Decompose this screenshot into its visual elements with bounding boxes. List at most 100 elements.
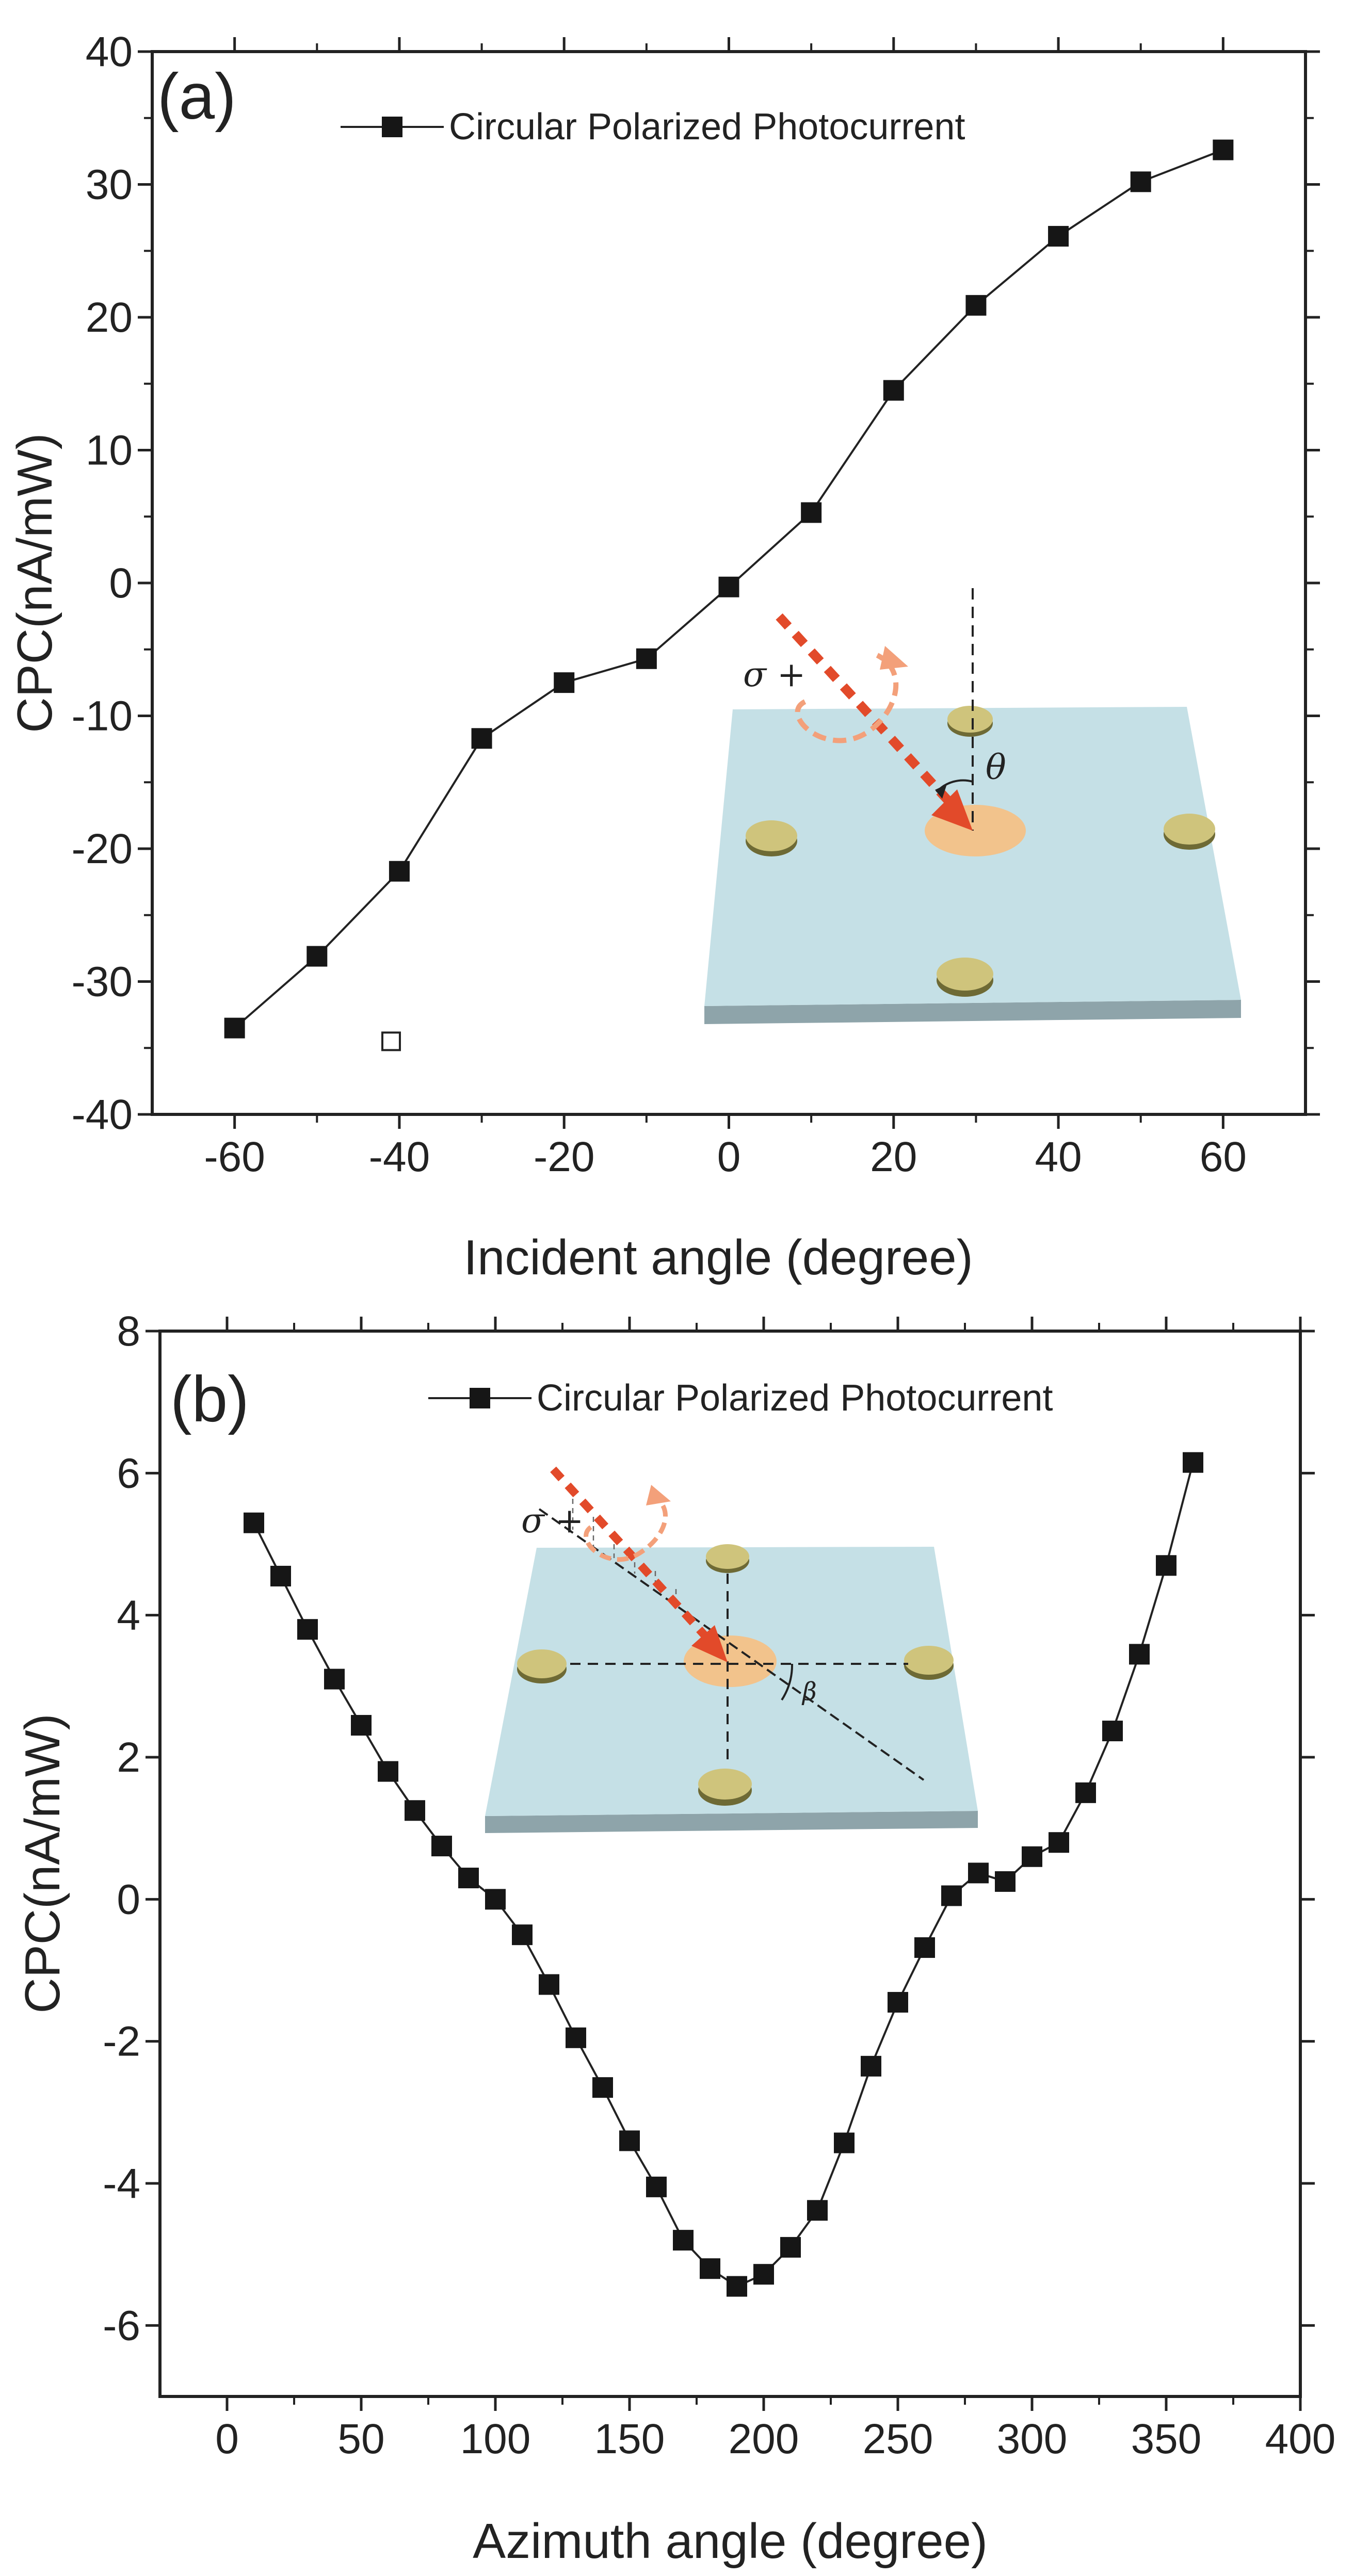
panel-b-data-point [566,2027,586,2048]
inset-b-beam [550,1466,713,1644]
inset-b-sigma-label: σ + [521,1501,584,1541]
panel-b-data-point [780,2237,801,2258]
panel-b-data-point [1183,1452,1203,1473]
panel-b-data-point [646,2176,667,2197]
panel-b-data-point [995,1871,1016,1892]
panel-b-data-point [297,1619,318,1640]
panel-a-data-point [801,502,822,523]
panel-b-x-tick-label: 200 [729,2416,799,2462]
panel-b-data-point [1075,1782,1096,1803]
inset-a-sigma-label: σ + [743,655,805,694]
panel-a-data-point [1048,225,1069,247]
panel-b-x-tick-label: 250 [863,2416,933,2462]
panel-a-x-tick-label: 0 [717,1133,741,1180]
inset-a-slab-side [704,1000,1241,1024]
inset-a-beam [776,613,956,808]
panel-b-y-tick-label: 0 [117,1876,140,1923]
panel-b-y-axis-label: CPC(nA/mW) [15,1713,70,2013]
inset-b-polarization-curl [584,1491,668,1562]
panel-b-data-point [405,1800,425,1821]
panel-b-ticks [146,1317,1315,2411]
panel-a-x-tick-label: -60 [204,1133,265,1180]
panel-b-y-tick-label: -4 [103,2160,140,2207]
panel-a-x-tick-label: 20 [870,1133,917,1180]
inset-a-contact-right [1164,814,1215,850]
panel-b-y-tick-label: -6 [103,2302,140,2349]
panel-a-y-tick-label: -10 [71,693,133,740]
panel-a-label: (a) [157,61,236,133]
panel-a-data-point [965,295,987,316]
panel-b-data-point [1102,1721,1123,1742]
panel-a-x-tick-label: 60 [1200,1133,1247,1180]
panel-a-y-axis-label: CPC(nA/mW) [7,433,62,733]
panel-a-data-point [1213,139,1234,160]
panel-b-data-point [914,1937,935,1958]
panel-b-x-tick-label: 400 [1265,2416,1336,2462]
inset-b-contact-bottom [698,1769,752,1806]
panel-a-y-tick-label: -40 [71,1091,133,1138]
panel-a-y-tick-label: 40 [86,28,133,75]
inset-a-theta-label: θ [986,748,1006,787]
inset-a-contact-bottom [937,958,993,997]
panel-b-x-tick-label: 350 [1131,2416,1202,2462]
panel-a-data-point [554,672,575,693]
panel-b-data-point [244,1512,264,1533]
panel-b-data-point [539,1974,559,1995]
panel-a-legend-label: Circular Polarized Photocurrent [449,106,965,148]
panel-a-x-tick-label: -20 [534,1133,595,1180]
panel-b-y-tick-label: 2 [117,1734,140,1781]
panel-b-data-point [485,1889,506,1910]
inset-a-curl-arrowhead [880,646,908,670]
panel-b-data-point [727,2276,747,2297]
panel-b-x-tick-label: 100 [460,2416,531,2462]
panel-a-legend: Circular Polarized Photocurrent [341,106,965,148]
panel-b-data-point [700,2258,720,2279]
panel-b-legend-label: Circular Polarized Photocurrent [537,1378,1053,1419]
panel-b-data-point [324,1668,345,1690]
panel-b-y-tick-label: -2 [103,2018,140,2065]
panel-b-data-point [807,2200,828,2221]
panel-a-x-tick-label: -40 [369,1133,430,1180]
panel-a-legend-marker [382,117,402,137]
inset-a-contact-top [947,706,993,737]
panel-b-data-point [861,2055,881,2077]
panel-b-plot-frame [158,1330,1302,2398]
panel-b-x-tick-label: 0 [215,2416,239,2462]
panel-b-data-point [1022,1846,1042,1867]
panel-a-ticks [138,37,1320,1129]
panel-b-data-point [270,1565,291,1586]
panel-b-tick-labels: 0 50 100 150 200 250 300 350 400 -6 -4 -2 0 2 4 6 8 [103,1308,1335,2462]
panel-b-data-point [673,2230,694,2251]
inset-b-slab-side [485,1811,978,1833]
panel-b-data-point [619,2130,640,2151]
panel-b-legend: Circular Polarized Photocurrent [428,1378,1053,1419]
inset-a-angle-arrowhead [935,784,947,799]
panel-b-data-point [968,1862,989,1884]
inset-b-contact-left [517,1649,567,1683]
panel-b-y-tick-label: 6 [117,1450,140,1497]
panel-b-data-point [753,2264,774,2285]
panel-b-y-tick-label: 8 [117,1308,140,1355]
panel-a-y-tick-label: 20 [86,294,133,341]
panel-b: 0 50 100 150 200 250 300 350 400 -6 -4 -2 0 2 4 6 8 [15,1308,1335,2569]
panel-a-inset-diagram: σ + θ [704,588,1241,1024]
panel-a-y-tick-label: -20 [71,825,133,872]
panel-a-data-point [1130,171,1151,192]
panel-a-y-tick-label: 10 [86,427,133,474]
panel-b-x-tick-label: 300 [997,2416,1068,2462]
panel-b-data-point [512,1924,533,1946]
panel-a-tick-labels: -60 -40 -20 0 20 40 60 -40 -30 -20 -10 0 10 20 30 40 [71,28,1246,1180]
panel-b-data-point [458,1868,479,1889]
panel-b-data-point [1129,1644,1150,1665]
panel-a: -60 -40 -20 0 20 40 60 -40 -30 -20 -10 0 10 20 30 40 [7,28,1320,1285]
inset-b-beam-arrowhead [691,1625,728,1662]
panel-a-series [224,139,1234,1051]
inset-a-beam-arrowhead [931,789,973,831]
panel-b-data-point [941,1885,962,1906]
panel-b-y-tick-label: 4 [117,1592,140,1639]
panel-b-x-tick-label: 150 [594,2416,665,2462]
panel-b-data-point [431,1836,452,1857]
panel-a-data-point [307,946,328,967]
panel-a-y-tick-label: 0 [109,560,133,607]
